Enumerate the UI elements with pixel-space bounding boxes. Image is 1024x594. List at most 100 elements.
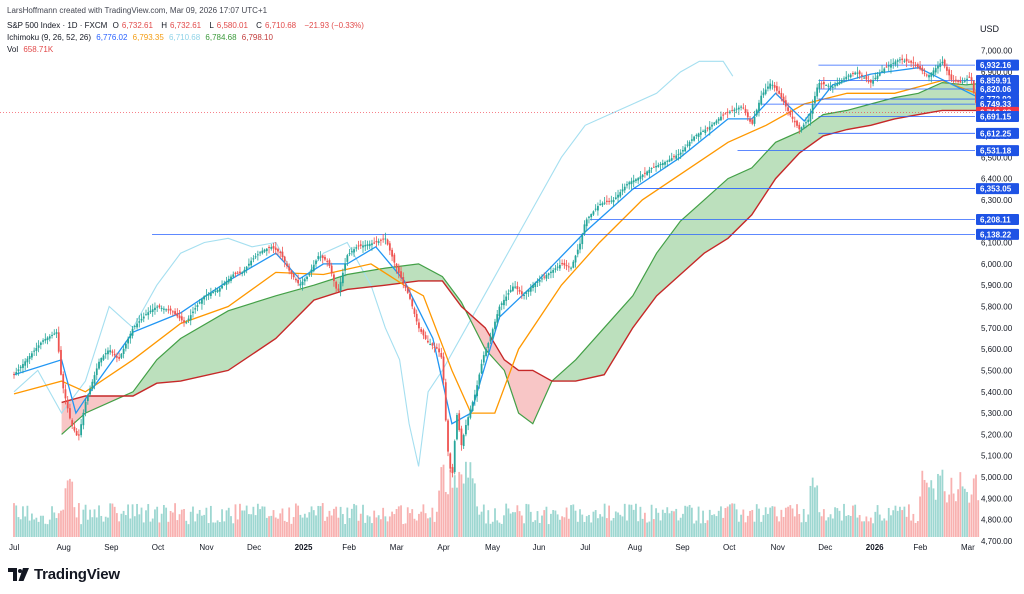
candle-body [836,83,839,86]
candle-body [690,139,693,141]
x-tick-label: Jul [9,543,19,552]
tradingview-logo[interactable]: TradingView [8,566,120,583]
candle-body [670,158,673,161]
volume-bar [333,508,335,537]
x-tick-label: Oct [152,543,165,552]
price-level-badge[interactable] [976,59,1019,71]
volume-bar [118,521,121,537]
candle-body [925,74,928,76]
candle-body [534,283,537,288]
candle-body [348,253,351,255]
volume-bar [514,512,517,537]
candle-body [64,389,67,399]
volume-bar [822,509,825,537]
volume-bar [894,505,897,537]
candle-body [950,74,953,80]
candle-body [113,353,116,356]
volume-bar [968,502,971,537]
symbol-title[interactable]: S&P 500 Index · 1D · FXCM [7,21,108,30]
volume-bar [554,510,557,537]
price-level-badge[interactable] [976,213,1019,225]
volume-bar [827,517,830,537]
price-badge-label: 6,691.15 [980,113,1012,122]
volume-bar [167,521,170,537]
volume-bar [527,504,530,537]
candle-body [44,338,47,341]
price-level-badge[interactable] [976,75,1019,87]
volume-bar [142,522,145,537]
candle-body [127,338,129,344]
volume-bar [749,510,751,537]
candle-body [854,72,857,75]
price-level-badge[interactable] [976,111,1019,123]
y-tick-label: 5,000.00 [981,473,1013,482]
candle-body [896,60,899,62]
price-level-badge[interactable] [976,83,1019,95]
volume-bar [64,488,67,537]
volume-bar [641,518,644,537]
volume-bar [248,514,250,537]
volume-bar [288,507,291,537]
candle-body [787,107,789,111]
candle-body [930,72,933,77]
volume-bar [771,506,774,537]
volume-bar [303,513,306,537]
candle-body [570,267,572,269]
candle-body [948,69,951,76]
price-level-badge[interactable] [976,127,1019,139]
volume-bar [809,485,812,537]
ichimoku-tenkan-value: 6,776.02 [96,33,128,42]
volume-bar [154,509,156,537]
candle-body [86,395,89,402]
volume-bar [608,505,610,537]
volume-bar [418,513,420,537]
candle-body [98,361,100,369]
volume-bar [82,509,85,537]
candle-body [366,244,369,246]
candle-body [140,318,143,321]
volume-bar [279,513,282,537]
volume-bar [720,506,722,537]
volume-bar [319,506,322,537]
candle-body [362,245,364,248]
price-level-badge[interactable] [976,228,1019,240]
volume-bar [619,514,622,537]
volume-bar [158,522,161,537]
volume-bar [113,506,116,537]
candle-body [158,305,161,308]
volume-bar [35,517,38,537]
volume-bar [402,524,405,537]
price-level-badge[interactable] [976,145,1019,157]
currency-label[interactable]: USD [980,24,1000,34]
volume-bar [80,524,83,537]
volume-bar [243,510,246,537]
volume-bar [140,507,143,537]
candle-body [24,361,27,366]
volume-bar [798,513,801,537]
x-tick-label: Aug [628,543,642,552]
candle-body [937,65,939,69]
x-tick-label: Mar [390,543,404,552]
candle-body [899,59,901,61]
candle-body [212,291,215,293]
ichimoku-label[interactable]: Ichimoku (9, 26, 52, 26) [7,33,92,42]
candle-body [462,435,465,447]
candle-body [53,333,56,335]
price-level-badge[interactable] [976,183,1019,195]
candle-body [13,374,15,376]
volume-bar [939,475,942,537]
candle-body [887,65,890,67]
candle-body [802,124,805,128]
volume-bar [820,516,823,537]
candle-body [377,241,380,243]
volume-bar [950,477,953,537]
candle-body [699,132,702,135]
volume-bar [856,517,859,537]
volume-bar [290,523,293,537]
volume-bar [556,514,559,537]
volume-bar [169,510,172,537]
y-tick-label: 5,200.00 [981,430,1013,439]
y-tick-label: 6,400.00 [981,175,1013,184]
volume-label[interactable]: Vol [7,45,19,54]
